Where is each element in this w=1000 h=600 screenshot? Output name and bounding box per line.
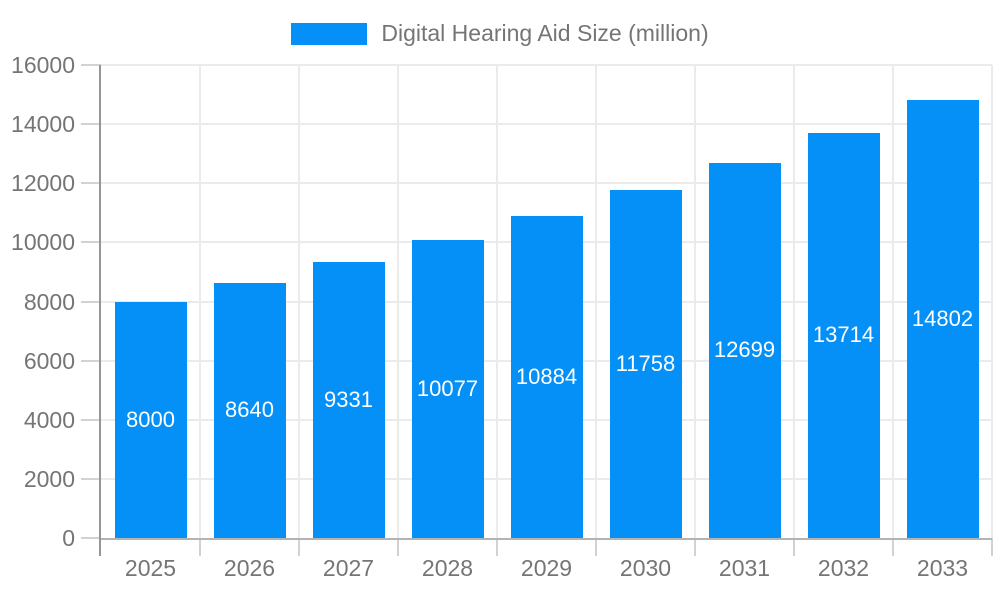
y-axis-label: 4000 bbox=[23, 406, 75, 433]
x-tick bbox=[397, 538, 399, 556]
y-tick bbox=[81, 477, 101, 480]
y-tick bbox=[81, 182, 101, 185]
h-gridline bbox=[101, 182, 992, 185]
y-axis-label: 2000 bbox=[23, 465, 75, 492]
bar bbox=[510, 216, 583, 538]
bar-value-label: 10077 bbox=[416, 376, 479, 402]
x-tick bbox=[496, 538, 498, 556]
bar-value-label: 10884 bbox=[515, 364, 578, 390]
y-axis-label: 14000 bbox=[11, 111, 75, 138]
x-axis-label: 2026 bbox=[223, 555, 276, 581]
bar-value-label: 12699 bbox=[713, 337, 776, 363]
v-gridline bbox=[199, 65, 201, 538]
x-axis-label: 2032 bbox=[817, 555, 870, 581]
y-axis-label: 10000 bbox=[11, 229, 75, 256]
bar bbox=[906, 100, 979, 538]
bar-value-label: 8000 bbox=[126, 406, 175, 432]
v-gridline bbox=[298, 65, 300, 538]
x-axis-label: 2025 bbox=[124, 555, 177, 581]
x-tick bbox=[298, 538, 300, 556]
legend-label: Digital Hearing Aid Size (million) bbox=[381, 20, 709, 46]
bar bbox=[312, 262, 385, 538]
y-tick bbox=[81, 123, 101, 126]
bar-value-label: 11758 bbox=[615, 351, 676, 377]
y-axis-label: 16000 bbox=[11, 52, 75, 78]
x-tick bbox=[793, 538, 795, 556]
y-axis-label: 6000 bbox=[23, 347, 75, 374]
y-axis-label: 8000 bbox=[23, 288, 75, 315]
x-tick bbox=[694, 538, 696, 556]
x-tick bbox=[991, 538, 993, 556]
y-tick bbox=[81, 64, 101, 66]
bar bbox=[807, 132, 880, 538]
v-gridline bbox=[892, 65, 894, 538]
legend: Digital Hearing Aid Size (million) bbox=[0, 20, 1000, 47]
bar-value-label: 13714 bbox=[812, 322, 875, 348]
x-axis-label: 2030 bbox=[619, 555, 672, 581]
x-axis-label: 2033 bbox=[916, 555, 969, 581]
bar bbox=[114, 301, 187, 538]
y-axis-label: 12000 bbox=[11, 170, 75, 197]
x-tick bbox=[199, 538, 201, 556]
bar bbox=[411, 240, 484, 538]
x-axis-label: 2031 bbox=[718, 555, 771, 581]
y-axis-line bbox=[99, 65, 101, 556]
v-gridline bbox=[694, 65, 696, 538]
h-gridline bbox=[101, 64, 992, 66]
bar-value-label: 14802 bbox=[911, 306, 974, 332]
y-axis-label: 0 bbox=[62, 525, 75, 551]
y-tick bbox=[81, 418, 101, 421]
x-tick bbox=[595, 538, 597, 556]
v-gridline bbox=[793, 65, 795, 538]
bar-value-label: 9331 bbox=[324, 387, 373, 413]
y-tick bbox=[81, 241, 101, 244]
h-gridline bbox=[101, 123, 992, 126]
x-axis-label: 2029 bbox=[520, 555, 573, 581]
bar bbox=[609, 190, 682, 538]
v-gridline bbox=[991, 65, 993, 538]
bar bbox=[213, 282, 286, 538]
legend-swatch bbox=[291, 22, 368, 45]
y-tick bbox=[81, 359, 101, 362]
y-tick bbox=[81, 537, 101, 539]
v-gridline bbox=[397, 65, 399, 538]
v-gridline bbox=[595, 65, 597, 538]
y-tick bbox=[81, 300, 101, 303]
x-axis-label: 2028 bbox=[421, 555, 474, 581]
x-axis-line bbox=[101, 538, 992, 540]
v-gridline bbox=[496, 65, 498, 538]
x-axis-label: 2027 bbox=[322, 555, 375, 581]
bar-value-label: 8640 bbox=[225, 397, 274, 423]
bar bbox=[708, 162, 781, 538]
x-tick bbox=[892, 538, 894, 556]
